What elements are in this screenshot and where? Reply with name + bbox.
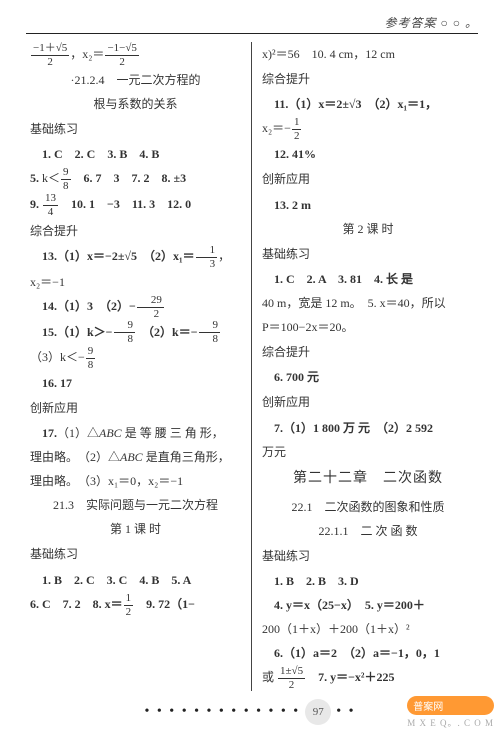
subsection-title: ·21.2.4 一元二次方程的	[30, 68, 241, 92]
footer-dots: • • • • • • • • • • • • •	[144, 704, 300, 719]
answer-line: 16. 17	[30, 371, 241, 395]
section-heading: 创新应用	[262, 166, 474, 192]
answer-line: 15.（1）k＞−98 （2）k＝−98	[30, 320, 241, 346]
fraction: 12	[124, 593, 134, 618]
text: 或	[262, 670, 277, 684]
answer-line: 或 1±√52 7. y＝−x²＋225	[262, 665, 474, 691]
answer-line: 14.（1）3 （2）−292	[30, 294, 241, 320]
text-line: −1＋√52，x₂＝−1−√52	[30, 42, 241, 68]
answer-line: x₂＝−1	[30, 270, 241, 294]
right-column: x)²＝56 10. 4 cm，12 cm 综合提升 11.（1）x＝2±√3 …	[252, 42, 478, 691]
answer-line: 4. y＝x（25−x） 5. y＝200＋	[262, 593, 474, 617]
fraction: −1−√52	[105, 43, 138, 68]
text: 6. C 7. 2 8. x＝	[30, 597, 123, 611]
header-rule	[26, 33, 478, 34]
fraction: 98	[199, 320, 221, 345]
answer-line: 9. 134 10. 1 −3 11. 3 12. 0	[30, 192, 241, 218]
subsection-title: 根与系数的关系	[30, 92, 241, 116]
watermark: 普案网 M X E Q。. C O M	[407, 696, 494, 729]
section-heading: 基础练习	[262, 543, 474, 569]
chapter-title: 第二十二章 二次函数	[262, 464, 474, 495]
section-heading: 基础练习	[262, 241, 474, 267]
section-heading: 创新应用	[30, 395, 241, 421]
answer-line: 1. C 2. C 3. B 4. B	[30, 142, 241, 166]
answer-line: 万元	[262, 440, 474, 464]
section-heading: 综合提升	[262, 339, 474, 365]
answer-line: （3）k＜−98	[30, 345, 241, 371]
page-header: 参考答案 ○ ○ 。	[26, 14, 478, 33]
text: 7. y＝−x²＋225	[306, 670, 394, 684]
text: （3）k＜−	[30, 350, 85, 364]
answer-line: x)²＝56 10. 4 cm，12 cm	[262, 42, 474, 66]
answer-line: 17.17.（1）△ABC 是 等 腰 三 角 形，（1）△ABC 是 等 腰 …	[30, 421, 241, 445]
section-heading: 基础练习	[30, 116, 241, 142]
text: ，x₂＝	[70, 47, 104, 61]
text: 10. 1 −3 11. 3 12. 0	[59, 197, 191, 211]
text: 15.（1）k＞−	[42, 325, 113, 339]
watermark-text: M X E Q。. C O M	[407, 716, 494, 729]
subsection-title: 22.1.1 二 次 函 数	[262, 519, 474, 543]
section-heading: 综合提升	[30, 218, 241, 244]
answer-line: 6. 700 元	[262, 365, 474, 389]
text: 1. C 2. A 3. 81 4. 长 是	[274, 272, 413, 286]
text: k＜	[42, 171, 60, 185]
text: 9. 72（1−	[134, 597, 195, 611]
answer-line: 1. C 2. A 3. 81 4. 长 是	[262, 267, 474, 291]
text: 1. C 2. C 3. B 4. B	[42, 147, 159, 161]
page-number: 97	[305, 699, 331, 725]
answer-line: x₂＝−12	[262, 116, 474, 142]
text: 6. 7 3 7. 2 8. ±3	[72, 171, 187, 185]
subsection-title: 21.3 实际问题与一元二次方程	[30, 493, 241, 517]
lesson-title: 第 2 课 时	[262, 217, 474, 241]
fraction: 1±√52	[278, 666, 305, 691]
answer-line: 1. B 2. C 3. C 4. B 5. A	[30, 568, 241, 592]
section-heading: 基础练习	[30, 541, 241, 567]
answer-line: 理由略。 （3）x₁＝0，x₂＝−1	[30, 469, 241, 493]
fraction: 98	[61, 167, 71, 192]
fraction: 98	[86, 346, 96, 371]
answer-line: 5. k＜98 6. 7 3 7. 2 8. ±3	[30, 166, 241, 192]
answer-line: 200（1＋x）＋200（1＋x）²	[262, 617, 474, 641]
answer-line: 6. C 7. 2 8. x＝12 9. 72（1−	[30, 592, 241, 618]
text: 14.（1）3 （2）−	[42, 299, 136, 313]
left-column: −1＋√52，x₂＝−1−√52 ·21.2.4 一元二次方程的 根与系数的关系…	[26, 42, 252, 691]
lesson-title: 第 1 课 时	[30, 517, 241, 541]
fraction: 134	[43, 193, 58, 218]
answer-line: 40 m，宽是 12 m。 5. x＝40，所以	[262, 291, 474, 315]
answer-line: 1. B 2. B 3. D	[262, 569, 474, 593]
answer-line: 11.（1）x＝2±√3 （2）x₁＝1，	[262, 92, 474, 116]
footer-dots: • •	[336, 704, 355, 719]
answer-line: 13.（1）x＝−2±√5 （2）x₁＝13，	[30, 244, 241, 270]
section-heading: 创新应用	[262, 389, 474, 415]
subsection-title: 22.1 二次函数的图象和性质	[262, 495, 474, 519]
fraction: 12	[292, 117, 302, 142]
text: 13.（1）x＝−2±√5 （2）x₁＝	[42, 249, 195, 263]
text: 4. y＝x（25−x） 5. y＝200＋	[274, 598, 425, 612]
answer-line: 6.（1）a＝2 （2）a＝−1，0，1	[262, 641, 474, 665]
text: ，	[218, 249, 230, 263]
answer-line: 理由略。 （2）△ABC 是直角三角形，	[30, 445, 241, 469]
answer-line: 12. 41%	[262, 142, 474, 166]
text: 5.	[30, 171, 42, 185]
text: （2）k＝−	[136, 325, 198, 339]
text: x₂＝−	[262, 121, 291, 135]
answer-line: 13. 2 m	[262, 193, 474, 217]
text: 9.	[30, 197, 42, 211]
answer-line: 7.（1）1 800 万 元 （2）2 592	[262, 416, 474, 440]
fraction: 98	[114, 320, 136, 345]
watermark-badge: 普案网	[407, 696, 494, 715]
fraction: −1＋√52	[31, 43, 69, 68]
fraction: 13	[196, 245, 218, 270]
content-columns: −1＋√52，x₂＝−1−√52 ·21.2.4 一元二次方程的 根与系数的关系…	[26, 42, 478, 691]
fraction: 292	[137, 295, 164, 320]
section-heading: 综合提升	[262, 66, 474, 92]
answer-line: P＝100−2x＝20。	[262, 315, 474, 339]
